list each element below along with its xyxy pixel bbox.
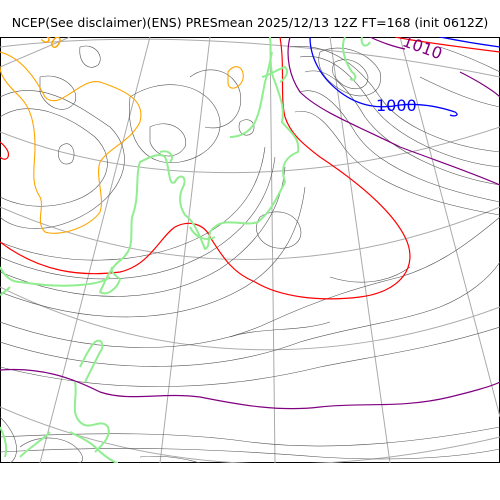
- orange-contour: [0, 51, 244, 234]
- isobars: [0, 45, 500, 463]
- pressure-map: 1010 1000 30: [0, 37, 500, 463]
- map-canvas: 1010 1000 30: [0, 37, 500, 463]
- isobar-1020: [0, 37, 500, 300]
- map-title: NCEP(See disclaimer)(ENS) PRESmean 2025/…: [11, 15, 489, 30]
- graticule: [0, 37, 500, 463]
- label-1000: 1000: [376, 96, 417, 115]
- coastline: [0, 37, 371, 463]
- isobar-1010: [0, 37, 500, 410]
- map-border: [0, 37, 500, 463]
- isobar-1000: [309, 37, 500, 117]
